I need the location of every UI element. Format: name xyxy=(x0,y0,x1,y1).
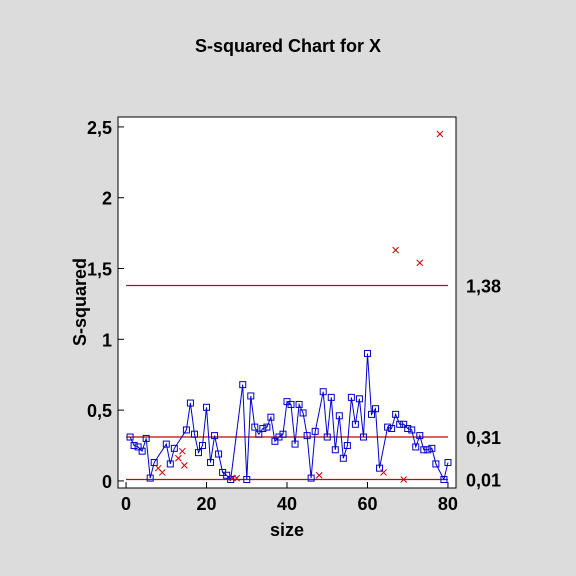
data-point xyxy=(351,420,359,428)
data-point xyxy=(307,474,315,482)
y-tick-label: 1 xyxy=(102,330,112,350)
data-point xyxy=(126,433,134,441)
excluded-point xyxy=(392,246,399,254)
data-point xyxy=(400,420,408,428)
plot-area xyxy=(117,116,457,489)
y-tick-label: 2,5 xyxy=(87,118,112,138)
data-point xyxy=(287,400,295,408)
data-point xyxy=(263,423,271,431)
data-point xyxy=(396,420,404,428)
data-point xyxy=(323,433,331,441)
data-point xyxy=(420,446,428,454)
data-point xyxy=(392,410,400,418)
data-point xyxy=(138,447,146,455)
chart-title: S-squared Chart for X xyxy=(195,36,381,56)
data-point xyxy=(182,426,190,434)
data-point xyxy=(194,449,202,457)
data-point xyxy=(199,442,206,450)
data-point xyxy=(259,425,267,433)
x-tick-label: 60 xyxy=(357,494,377,514)
data-point xyxy=(331,446,339,454)
data-point xyxy=(343,442,351,450)
data-point xyxy=(146,474,154,482)
data-point xyxy=(299,409,307,417)
data-point xyxy=(150,459,158,467)
data-point xyxy=(203,403,211,411)
data-point xyxy=(142,434,150,442)
x-axis-label: size xyxy=(270,520,304,540)
data-point xyxy=(359,433,367,441)
data-point xyxy=(327,393,335,401)
excluded-point xyxy=(179,447,186,455)
y-tick-label: 2 xyxy=(102,189,112,209)
data-point xyxy=(215,450,223,458)
data-point xyxy=(255,430,263,438)
data-point xyxy=(416,432,424,440)
data-point xyxy=(267,413,275,421)
data-point xyxy=(247,392,255,400)
y-tick-label: 1,5 xyxy=(87,260,112,280)
excluded-point xyxy=(175,454,182,462)
data-point xyxy=(170,444,178,452)
x-tick-label: 80 xyxy=(438,494,458,514)
data-point xyxy=(388,425,396,433)
data-point xyxy=(190,430,198,438)
y-tick-label: 0 xyxy=(102,472,112,492)
excluded-point xyxy=(158,469,166,476)
data-point xyxy=(335,412,343,420)
data-point xyxy=(404,425,412,433)
data-point xyxy=(355,395,363,403)
x-tick-label: 20 xyxy=(197,494,217,514)
excluded-point xyxy=(416,259,424,267)
data-point xyxy=(376,464,384,472)
x-tick-label: 0 xyxy=(121,494,131,514)
data-point xyxy=(130,442,138,450)
excluded-point xyxy=(436,130,444,138)
data-point xyxy=(295,400,303,408)
data-point xyxy=(186,399,194,407)
data-point xyxy=(368,410,375,418)
data-point xyxy=(207,459,215,467)
data-point xyxy=(412,443,420,451)
data-point xyxy=(363,349,371,357)
data-point xyxy=(384,423,392,431)
excluded-point xyxy=(315,471,323,479)
x-tick-label: 40 xyxy=(277,494,297,514)
data-point xyxy=(279,430,287,438)
data-point xyxy=(239,381,247,389)
excluded-point xyxy=(380,469,387,476)
y-axis-label: S-squared xyxy=(70,258,90,346)
data-point xyxy=(243,476,251,484)
limit-label-lcl: 0,01 xyxy=(466,471,501,491)
data-point xyxy=(166,460,174,468)
excluded-point xyxy=(400,476,408,483)
limit-label-cl: 0,31 xyxy=(466,428,501,448)
data-point xyxy=(303,432,311,440)
data-point xyxy=(432,460,440,468)
data-point xyxy=(424,446,432,454)
data-point xyxy=(444,459,452,467)
y-tick-label: 0,5 xyxy=(87,401,112,421)
data-point xyxy=(372,405,380,413)
data-point xyxy=(211,432,219,440)
data-point xyxy=(291,440,299,448)
data-point xyxy=(162,440,170,448)
data-point xyxy=(319,388,327,396)
limit-label-ucl: 1,38 xyxy=(466,277,501,297)
data-point xyxy=(440,476,448,484)
data-point xyxy=(134,443,142,451)
data-point xyxy=(251,423,259,431)
excluded-point xyxy=(181,461,188,469)
excluded-point xyxy=(233,474,241,482)
data-point xyxy=(347,393,355,401)
data-point xyxy=(311,427,319,435)
data-point xyxy=(271,437,279,445)
data-point xyxy=(428,444,436,452)
data-point xyxy=(408,426,416,434)
data-point xyxy=(339,454,347,462)
